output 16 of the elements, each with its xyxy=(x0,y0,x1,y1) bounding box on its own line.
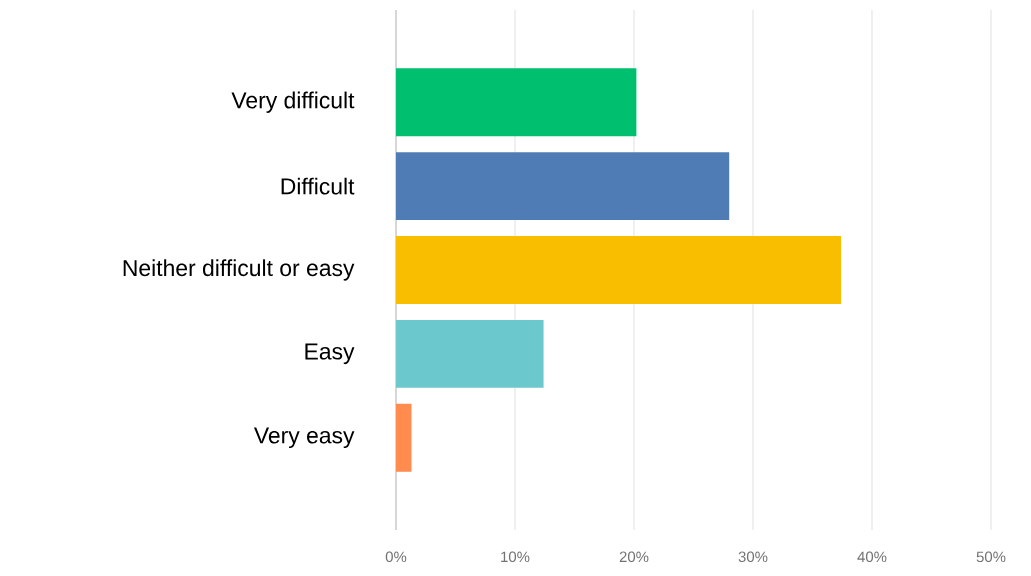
y-tick-label: Very difficult xyxy=(231,91,355,113)
x-tick-label: 20% xyxy=(619,551,649,563)
y-tick-label: Difficult xyxy=(281,177,355,195)
x-tick-label: 40% xyxy=(857,551,887,563)
bar xyxy=(396,236,842,304)
x-tick-label: 30% xyxy=(738,551,768,563)
y-tick-label: Easy xyxy=(305,343,355,365)
x-tick-label: 0% xyxy=(385,551,407,563)
y-tick-label: Very easy xyxy=(253,427,355,448)
bar xyxy=(396,403,412,472)
bar xyxy=(396,319,544,388)
y-tick-label: Neither difficult or easy xyxy=(123,259,355,281)
x-tick-label: 10% xyxy=(501,551,530,563)
x-tick-label: 50% xyxy=(976,551,1006,563)
bar xyxy=(396,152,730,221)
bar xyxy=(396,68,637,137)
